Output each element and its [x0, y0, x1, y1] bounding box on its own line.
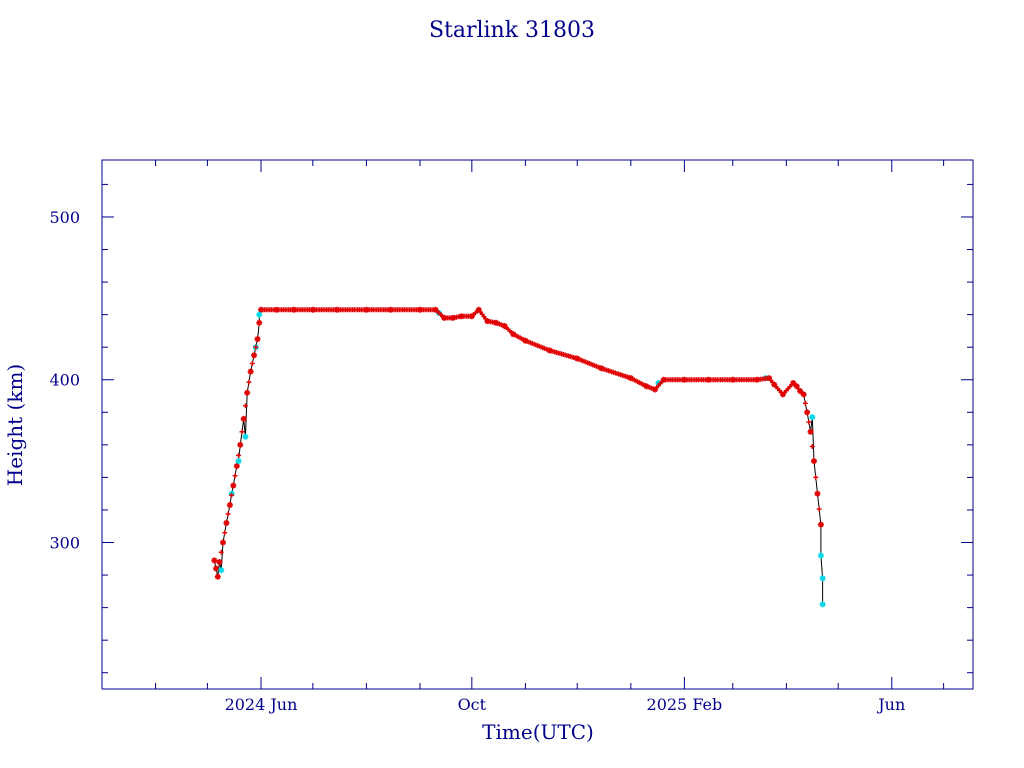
data-point	[256, 311, 263, 318]
data-point	[230, 482, 237, 489]
x-tick-label: Jun	[876, 695, 905, 714]
data-point	[251, 352, 258, 359]
x-axis-ticks: 2024 Jun Oct 2025 Feb Jun	[101, 160, 945, 714]
data-point	[223, 519, 230, 526]
data-point	[817, 521, 824, 528]
data-point	[256, 319, 263, 326]
data-point	[814, 490, 821, 497]
x-axis-label: Time(UTC)	[482, 720, 594, 744]
data-point	[235, 458, 242, 465]
x-tick-label: 2025 Feb	[647, 695, 723, 714]
data-point	[216, 559, 223, 566]
data-points	[211, 306, 826, 608]
data-point	[211, 557, 218, 564]
data-point	[807, 428, 814, 435]
data-point	[214, 573, 221, 580]
data-point	[809, 414, 816, 421]
data-point	[244, 389, 251, 396]
plot-frame	[101, 159, 974, 690]
y-axis-label: Height (km)	[3, 364, 27, 486]
y-tick-label: 300	[49, 534, 80, 553]
x-tick-label: 2024 Jun	[225, 695, 298, 714]
data-point	[240, 415, 247, 422]
data-point	[804, 409, 811, 416]
data-point	[811, 458, 818, 465]
data-point-cloud	[218, 307, 822, 555]
data-point	[254, 336, 261, 343]
data-point	[218, 567, 225, 574]
data-point	[233, 463, 240, 470]
height-trace-line	[213, 308, 824, 605]
data-point	[247, 368, 254, 375]
y-tick-label: 400	[49, 371, 80, 390]
y-tick-label: 500	[49, 208, 80, 227]
y-axis-ticks: 300 400 500	[49, 183, 973, 674]
data-point	[242, 433, 249, 440]
data-point	[219, 539, 226, 546]
data-point	[237, 441, 244, 448]
x-tick-label: Oct	[458, 695, 487, 714]
chart-title: Starlink 31803	[429, 18, 595, 43]
data-point	[819, 575, 826, 582]
data-point	[226, 502, 233, 509]
data-point	[213, 565, 220, 572]
data-point	[817, 552, 824, 559]
data-point	[819, 601, 826, 608]
